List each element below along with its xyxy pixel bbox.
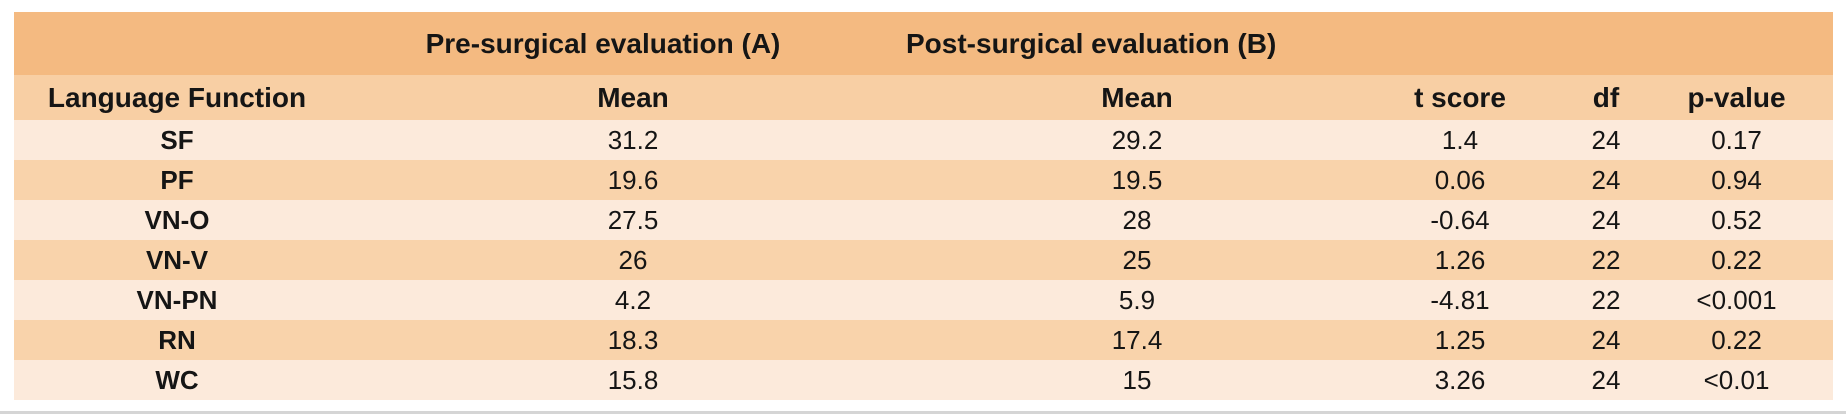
pre-mean-cell: 15.8 — [607, 364, 659, 395]
p-value-cell: 0.22 — [1711, 244, 1762, 275]
post-mean-cell: 5.9 — [1118, 284, 1156, 315]
post-surgical-group-label: Post-surgical evaluation (B) — [906, 27, 1277, 59]
surgical-evaluation-table: Pre-surgical evaluation (A) Post-surgica… — [14, 12, 1834, 400]
post-mean-cell: 29.2 — [1111, 124, 1163, 155]
t-score-cell: 1.26 — [1434, 244, 1486, 275]
p-value-cell: 0.94 — [1711, 164, 1762, 195]
column-header-post-mean: Mean — [926, 75, 1348, 120]
pre-mean-cell: 27.5 — [607, 204, 659, 235]
pre-surgical-group-header: Pre-surgical evaluation (A) — [340, 12, 926, 75]
table-row-sf: SF 31.2 29.2 1.4 24 0.17 — [14, 120, 1834, 160]
function-cell: VN-V — [145, 244, 209, 275]
t-score-cell: 0.06 — [1434, 164, 1486, 195]
df-cell: 24 — [1591, 124, 1621, 155]
df-cell: 24 — [1591, 164, 1621, 195]
bottom-divider — [0, 411, 1846, 414]
table-row-vn-v: VN-V 26 25 1.26 22 0.22 — [14, 240, 1834, 280]
column-header-p-value: p-value — [1640, 75, 1834, 120]
table-row-vn-o: VN-O 27.5 28 -0.64 24 0.52 — [14, 200, 1834, 240]
t-score-cell: 1.4 — [1441, 124, 1479, 155]
table-row-wc: WC 15.8 15 3.26 24 <0.01 — [14, 360, 1834, 400]
df-cell: 24 — [1591, 364, 1621, 395]
t-score-cell: -0.64 — [1430, 204, 1490, 235]
df-cell: 22 — [1591, 244, 1621, 275]
table-row-rn: RN 18.3 17.4 1.25 24 0.22 — [14, 320, 1834, 360]
df-cell: 24 — [1591, 324, 1621, 355]
p-value-cell: 0.22 — [1711, 324, 1762, 355]
post-mean-cell: 17.4 — [1111, 324, 1163, 355]
t-score-cell: -4.81 — [1430, 284, 1490, 315]
column-header-language-function: Language Function — [14, 75, 340, 120]
pre-mean-cell: 26 — [618, 244, 648, 275]
post-mean-cell: 25 — [1122, 244, 1152, 275]
pre-mean-cell: 31.2 — [607, 124, 659, 155]
post-mean-cell: 28 — [1122, 204, 1152, 235]
function-cell: PF — [160, 164, 194, 195]
function-cell: VN-O — [144, 204, 210, 235]
pre-mean-cell: 19.6 — [607, 164, 659, 195]
column-header-df: df — [1572, 75, 1640, 120]
function-cell: VN-PN — [136, 284, 218, 315]
p-value-cell: 0.52 — [1711, 204, 1762, 235]
p-value-cell: <0.01 — [1703, 364, 1770, 395]
post-mean-cell: 19.5 — [1111, 164, 1163, 195]
t-score-cell: 3.26 — [1434, 364, 1486, 395]
function-cell: RN — [158, 324, 196, 355]
pre-mean-cell: 4.2 — [614, 284, 652, 315]
group-header-spacer-cell — [14, 12, 340, 75]
t-score-cell: 1.25 — [1434, 324, 1486, 355]
column-header-pre-mean: Mean — [340, 75, 926, 120]
column-header-t-score: t score — [1348, 75, 1572, 120]
pre-surgical-group-label: Pre-surgical evaluation (A) — [425, 27, 781, 59]
table-row-vn-pn: VN-PN 4.2 5.9 -4.81 22 <0.001 — [14, 280, 1834, 320]
df-cell: 22 — [1591, 284, 1621, 315]
surgical-evaluation-table-container: Pre-surgical evaluation (A) Post-surgica… — [14, 12, 1834, 400]
p-value-cell: <0.001 — [1696, 284, 1777, 315]
function-cell: WC — [155, 364, 199, 395]
column-header-row: Language Function Mean Mean t score df p… — [14, 75, 1834, 120]
post-mean-cell: 15 — [1122, 364, 1152, 395]
p-value-cell: 0.17 — [1711, 124, 1762, 155]
post-surgical-group-header: Post-surgical evaluation (B) — [906, 12, 1834, 75]
df-cell: 24 — [1591, 204, 1621, 235]
table-row-pf: PF 19.6 19.5 0.06 24 0.94 — [14, 160, 1834, 200]
group-header-row: Pre-surgical evaluation (A) Post-surgica… — [14, 12, 1834, 75]
function-cell: SF — [160, 124, 194, 155]
pre-mean-cell: 18.3 — [607, 324, 659, 355]
